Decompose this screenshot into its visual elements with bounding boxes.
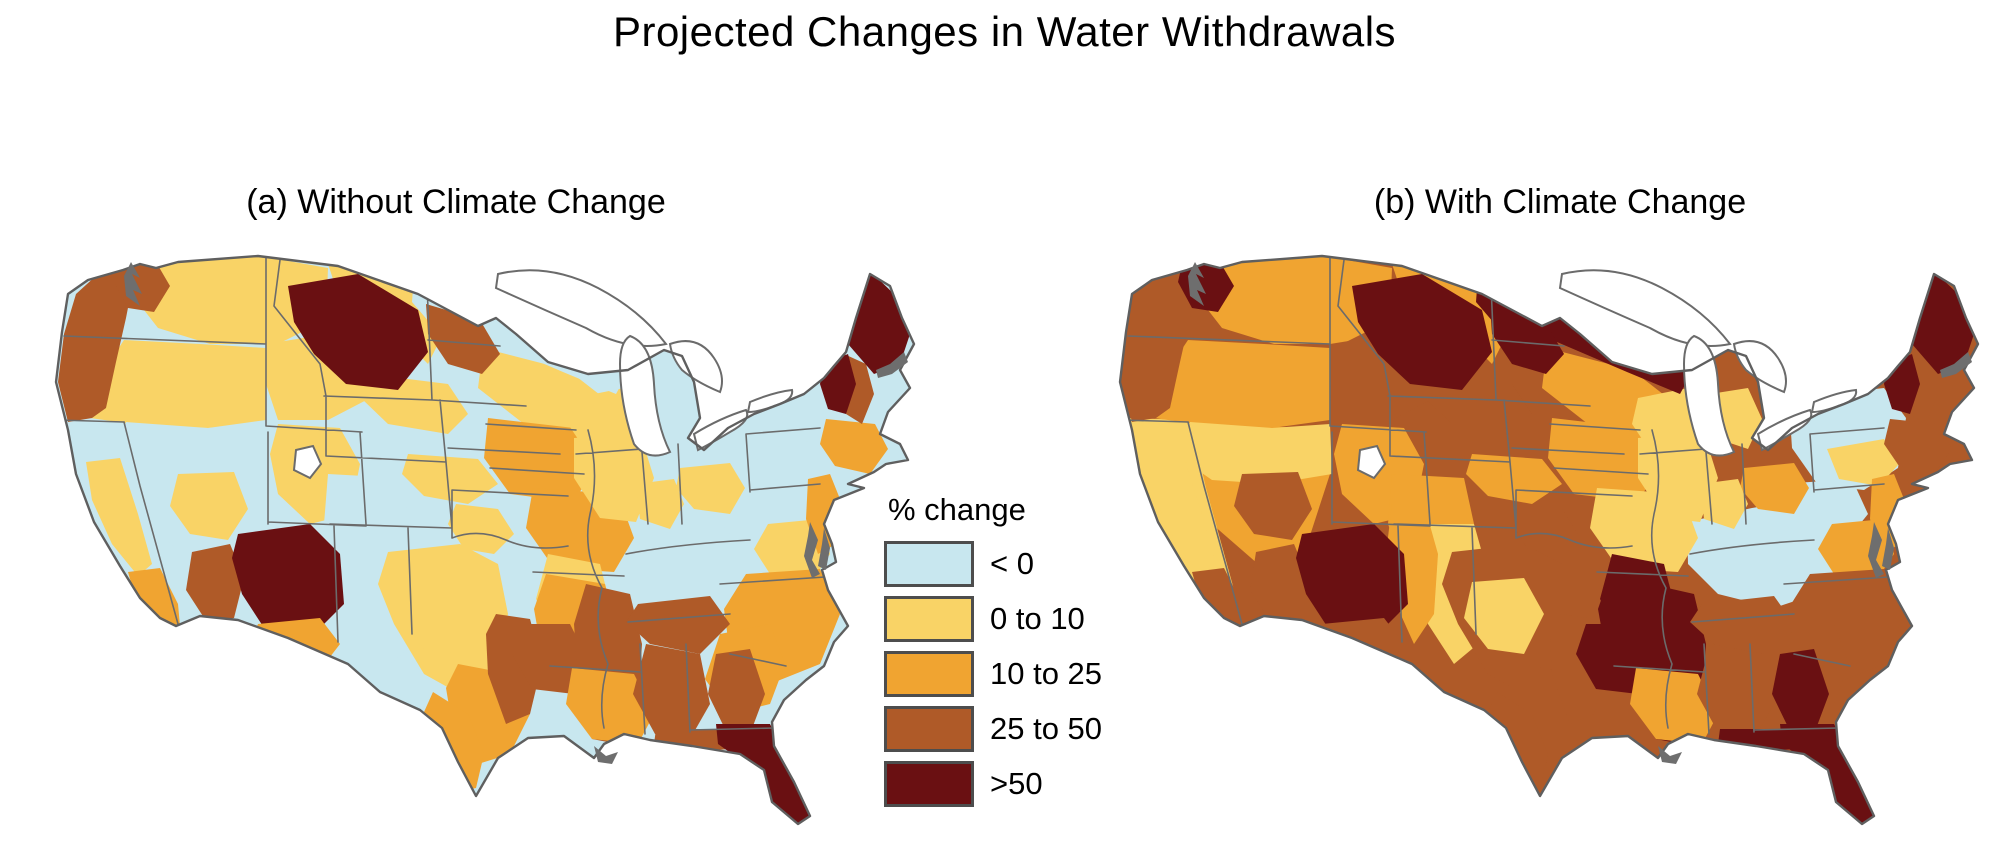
coast-detail xyxy=(1940,352,1972,378)
region-texas-colorado-yellow xyxy=(1464,578,1544,654)
region-oregon-interior xyxy=(90,340,266,428)
region-oregon-interior xyxy=(1154,340,1330,428)
region-red-river-north xyxy=(1490,304,1564,374)
legend-swatch-gt50 xyxy=(884,761,974,807)
legend-label: 10 to 25 xyxy=(990,656,1103,691)
region-lower-colorado xyxy=(186,544,244,624)
legend-row: 10 to 25 xyxy=(884,651,1114,697)
region-oklahoma-cimarron xyxy=(448,504,514,554)
region-nueces-south-tx xyxy=(1488,692,1548,792)
region-new-england-south xyxy=(820,419,888,474)
region-oklahoma-cimarron xyxy=(1512,504,1578,554)
legend-label: 0 to 10 xyxy=(990,601,1085,636)
region-nueces-south-tx xyxy=(424,692,484,792)
map-panel-with-climate-change xyxy=(1118,254,1980,826)
state-boundaries xyxy=(1121,257,1905,735)
lake xyxy=(1558,269,1732,347)
region-louisiana-gulf xyxy=(566,668,654,744)
coast-detail xyxy=(1868,522,1884,578)
coast-detail xyxy=(1188,262,1206,306)
lake xyxy=(1732,340,1787,394)
coast-detail xyxy=(804,522,820,578)
legend-label: 25 to 50 xyxy=(990,711,1103,746)
region-wisconsin xyxy=(568,388,640,458)
region-upper-missouri-headwaters xyxy=(1352,274,1492,390)
coast-detail xyxy=(876,352,908,378)
legend-row: < 0 xyxy=(884,541,1114,587)
legend-label: < 0 xyxy=(990,546,1034,581)
region-ny-southern-tier xyxy=(763,439,835,486)
legend: % change < 0 0 to 10 10 to 25 25 to 50 >50 xyxy=(884,492,1114,817)
choropleth-layer-a xyxy=(56,256,914,824)
region-tennessee-valley xyxy=(1690,596,1794,654)
region-wisconsin xyxy=(1632,388,1704,458)
region-harney-great-basin-n xyxy=(122,422,268,484)
region-texas-colorado-yellow xyxy=(400,578,480,654)
region-pacific-coast-range xyxy=(58,266,133,422)
region-ouachita-red xyxy=(512,624,590,694)
region-iowa-des-moines xyxy=(484,418,594,502)
region-alabama-tombigbee xyxy=(1697,644,1774,739)
legend-swatch-lt0 xyxy=(884,541,974,587)
figure-title: Projected Changes in Water Withdrawals xyxy=(612,8,1397,55)
region-humboldt-central-nv xyxy=(1234,472,1312,540)
legend-title: % change xyxy=(888,492,1026,527)
region-gila-salt-az xyxy=(232,524,344,634)
region-harney-great-basin-n xyxy=(1186,422,1332,484)
coast-detail xyxy=(1882,528,1894,570)
lake xyxy=(668,340,723,394)
coast-detail xyxy=(594,746,618,764)
region-pacific-coast-range xyxy=(1122,266,1197,422)
region-gila-salt-az xyxy=(1296,524,1408,634)
region-chattahoochee-flint xyxy=(708,649,765,734)
choropleth-layer-b xyxy=(1120,256,1978,824)
region-central-valley xyxy=(86,458,152,576)
legend-label: >50 xyxy=(990,766,1043,801)
legend-swatch-10to25 xyxy=(884,651,974,697)
lake xyxy=(1356,444,1387,480)
region-scioto-ohio xyxy=(676,463,745,514)
legend-swatch-0to10 xyxy=(884,596,974,642)
region-columbia-plateau xyxy=(130,256,328,344)
region-alabama-tombigbee xyxy=(633,644,710,739)
region-ny-southern-tier xyxy=(1827,439,1899,486)
region-humboldt-central-nv xyxy=(170,472,248,540)
lake xyxy=(494,269,668,347)
legend-swatch-25to50 xyxy=(884,706,974,752)
coast-detail xyxy=(818,528,830,570)
legend-row: >50 xyxy=(884,761,1114,807)
lake xyxy=(618,334,672,457)
region-lower-colorado xyxy=(1250,544,1308,624)
lake xyxy=(1682,334,1736,457)
coast-detail xyxy=(124,262,142,306)
region-iowa-des-moines xyxy=(1548,418,1658,502)
state-boundaries xyxy=(57,257,841,735)
panel-a-label: (a) Without Climate Change xyxy=(246,183,666,221)
region-upper-missouri-headwaters xyxy=(288,274,428,390)
region-chattahoochee-flint xyxy=(1772,649,1829,734)
map-panel-without-climate-change xyxy=(54,254,916,826)
legend-row: 25 to 50 xyxy=(884,706,1114,752)
coastline xyxy=(1118,254,1980,826)
region-red-river-north xyxy=(426,304,500,374)
lake xyxy=(292,444,323,480)
coastline xyxy=(54,254,916,826)
region-columbia-plateau xyxy=(1194,256,1392,344)
legend-row: 0 to 10 xyxy=(884,596,1114,642)
region-scioto-ohio xyxy=(1740,463,1809,514)
region-ouachita-red xyxy=(1576,624,1654,694)
region-central-valley xyxy=(1150,458,1216,576)
region-louisiana-gulf xyxy=(1630,668,1718,744)
coast-detail xyxy=(1658,746,1682,764)
panel-b-label: (b) With Climate Change xyxy=(1373,183,1747,221)
region-tennessee-valley xyxy=(626,596,730,654)
region-new-england-south xyxy=(1884,419,1952,474)
